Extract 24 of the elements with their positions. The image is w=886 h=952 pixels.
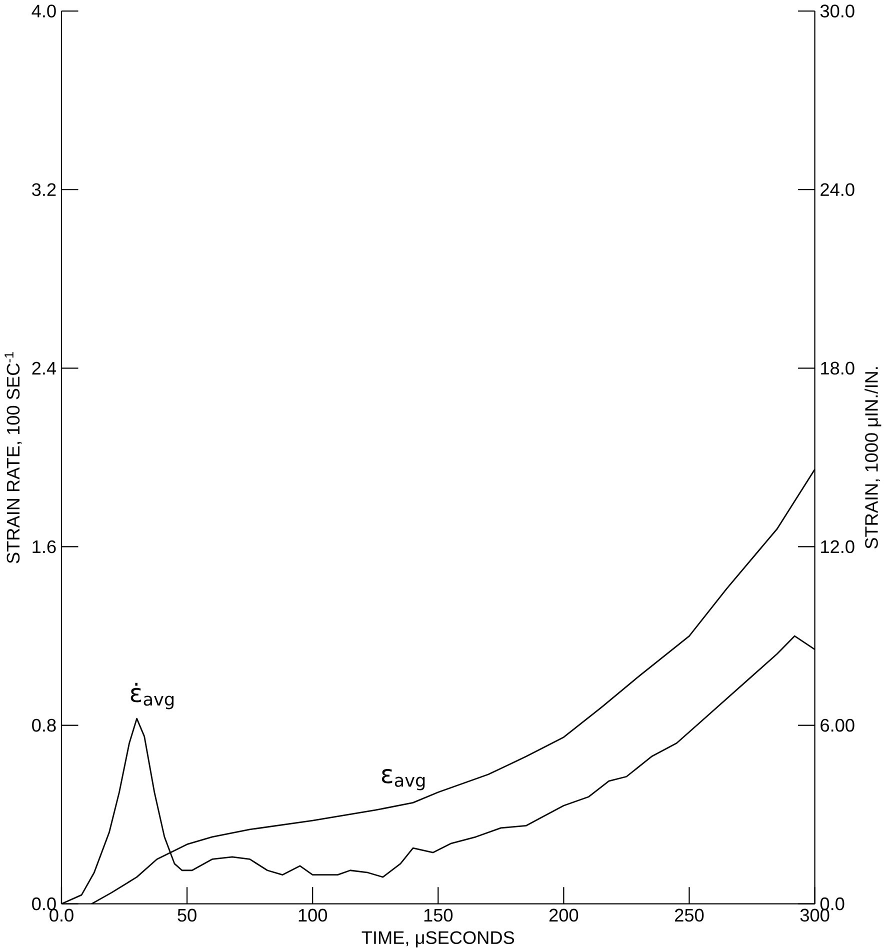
y-tick-label: 0.0 bbox=[32, 897, 56, 910]
y2-tick-label: 6.00 bbox=[820, 718, 854, 732]
y2-tick-label: 30.0 bbox=[820, 4, 854, 18]
x-tick-label: 300 bbox=[800, 908, 830, 922]
y2-tick-label: 12.0 bbox=[821, 540, 854, 554]
x-tick-label: 0.0 bbox=[50, 908, 74, 922]
x-tick-label: 150 bbox=[424, 908, 453, 922]
series-label: ε̇$_{avg}$ bbox=[130, 682, 174, 710]
y2-tick-label: 24.0 bbox=[820, 183, 854, 196]
x-tick-label: 200 bbox=[550, 908, 578, 922]
y-tick-label: 3.2 bbox=[32, 183, 56, 196]
y-tick-label: 1.6 bbox=[32, 540, 56, 554]
x-tick-label: 50 bbox=[178, 908, 197, 922]
y-tick-label: 2.4 bbox=[32, 362, 56, 375]
x-tick-label: 100 bbox=[298, 908, 328, 922]
y2-tick-label: 0.0 bbox=[820, 897, 844, 910]
x-tick-label: 250 bbox=[675, 908, 704, 922]
y-axis-title: STRAIN RATE, 100 SEC$^{-1}$ bbox=[4, 352, 22, 564]
y2-tick-label: 18.0 bbox=[821, 362, 854, 375]
y-tick-label: 4.0 bbox=[32, 4, 56, 18]
x-axis-title: TIME, μSECONDS bbox=[362, 931, 514, 948]
y-tick-label: 0.8 bbox=[32, 718, 56, 732]
y2-axis-title: STRAIN, 1000 μIN./IN. bbox=[864, 367, 882, 549]
series-label: ε$_{avg}$ bbox=[382, 768, 425, 790]
